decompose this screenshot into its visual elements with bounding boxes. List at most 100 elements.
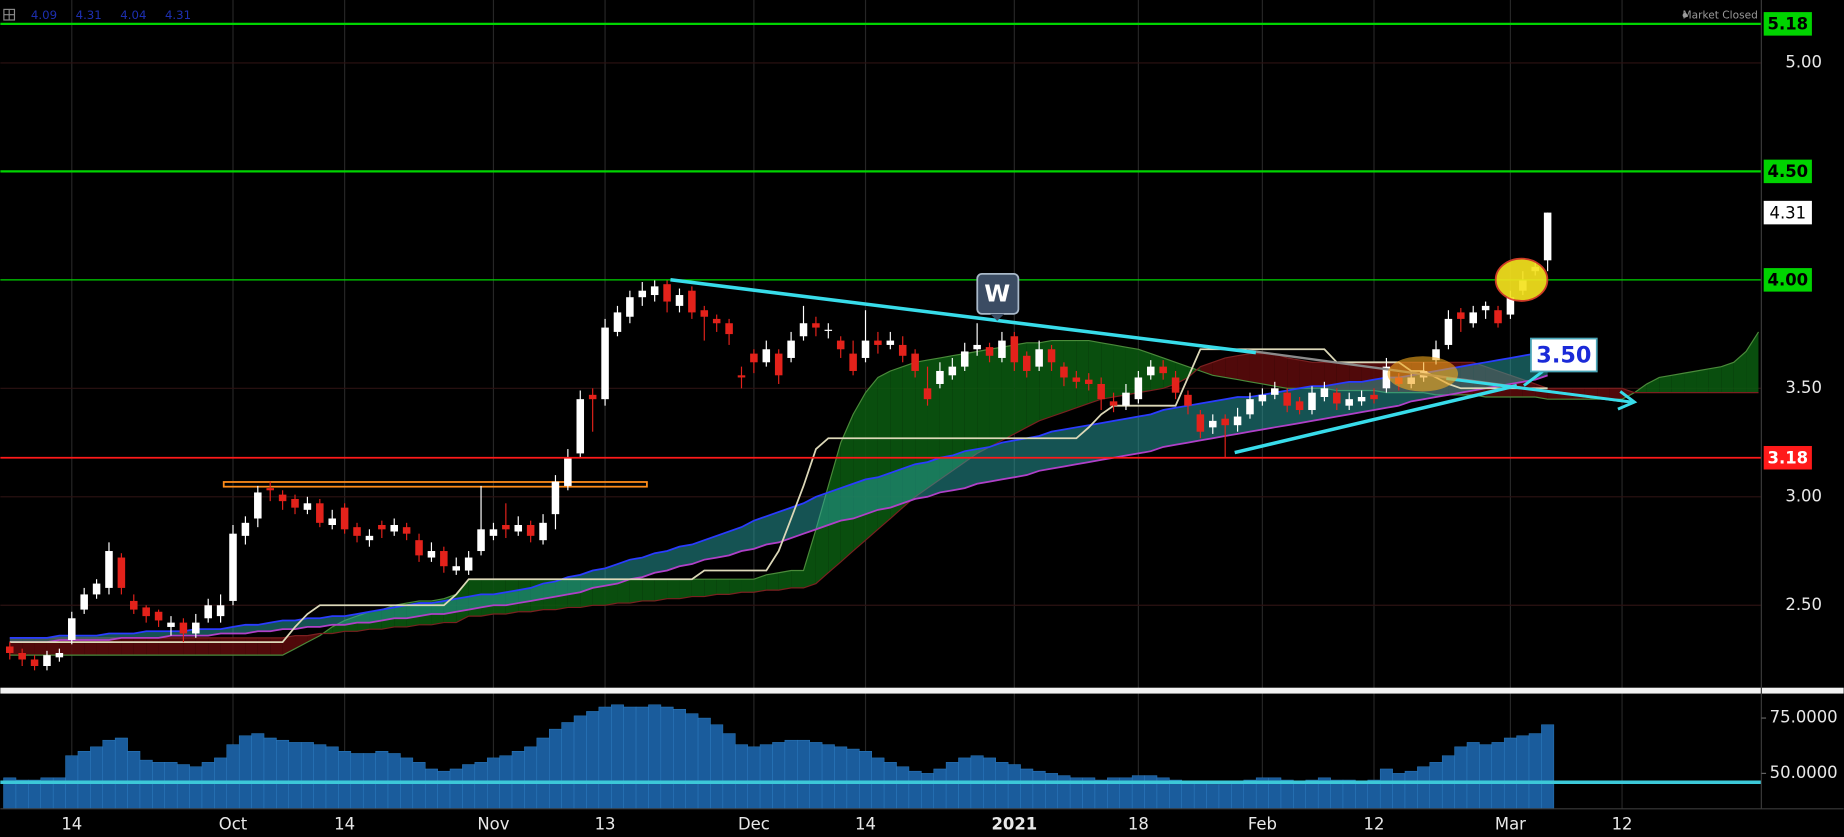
histogram-bar bbox=[375, 751, 389, 810]
candle-body bbox=[378, 524, 386, 530]
candle-body bbox=[1097, 383, 1105, 400]
candle-body bbox=[1060, 366, 1068, 378]
candle-body bbox=[477, 529, 485, 552]
histogram-bar bbox=[1541, 724, 1555, 810]
x-tick-label: 12 bbox=[1364, 815, 1385, 834]
candle-body bbox=[1072, 377, 1081, 382]
candle-body bbox=[675, 295, 684, 306]
cloud-segment bbox=[1721, 362, 1734, 393]
cloud-segment bbox=[629, 579, 643, 604]
candle-body bbox=[750, 353, 758, 363]
candle-body bbox=[1444, 318, 1453, 345]
histogram-bar bbox=[325, 746, 339, 810]
market-status: Market Closed bbox=[1683, 9, 1758, 21]
candle-body bbox=[353, 527, 361, 536]
cloud-segment bbox=[977, 349, 990, 454]
cloud-segment bbox=[1684, 370, 1697, 393]
band-line bbox=[9, 348, 1548, 639]
histogram-bar bbox=[1454, 746, 1468, 810]
histogram-bar bbox=[685, 713, 699, 810]
cloud-segment bbox=[766, 572, 779, 591]
cloud-segment bbox=[1671, 373, 1685, 393]
cloud-segment bbox=[170, 637, 184, 656]
x-tick-label: Feb bbox=[1248, 815, 1277, 834]
header-high: 4.31 bbox=[76, 8, 102, 22]
drawings: W 3.50 bbox=[670, 257, 1638, 455]
histogram-bar bbox=[1231, 781, 1245, 810]
histogram-bar bbox=[635, 706, 649, 810]
candle-body bbox=[1134, 377, 1143, 400]
histogram-bar bbox=[1516, 735, 1530, 810]
cloud-segment bbox=[1708, 366, 1722, 393]
histogram-bar bbox=[784, 739, 798, 810]
candle-body bbox=[712, 318, 721, 324]
x-tick-label: 13 bbox=[595, 815, 616, 834]
candle-body bbox=[1320, 388, 1329, 398]
candle-body bbox=[266, 488, 274, 491]
histogram-bar bbox=[1466, 742, 1480, 810]
candle-body bbox=[985, 347, 994, 356]
header: 4.09 4.31 4.04 4.31 Market Closed bbox=[3, 8, 1758, 22]
y-tick-label: 75.0000 bbox=[1770, 708, 1838, 727]
histogram-bar bbox=[1181, 781, 1195, 810]
candle-body bbox=[762, 349, 771, 363]
histogram-bar bbox=[1342, 779, 1356, 810]
cloud-segment bbox=[121, 637, 134, 656]
x-tick-label: Mar bbox=[1495, 815, 1526, 834]
histogram-bar bbox=[114, 737, 128, 810]
histogram-bar bbox=[859, 751, 872, 810]
cloud-segment bbox=[1597, 388, 1610, 400]
candle-body bbox=[1246, 399, 1254, 415]
cloud-segment bbox=[642, 579, 655, 601]
band-line bbox=[9, 374, 1548, 643]
candle-body bbox=[663, 284, 671, 302]
candle-body bbox=[948, 366, 957, 376]
cloud-segment bbox=[1212, 357, 1226, 378]
histogram-bar bbox=[201, 762, 215, 810]
histogram-bar bbox=[1491, 742, 1505, 810]
price-line-layer bbox=[0, 22, 1762, 459]
histogram-bar bbox=[1020, 768, 1034, 810]
histogram-bar bbox=[1007, 764, 1021, 810]
histogram-bar bbox=[1305, 779, 1319, 810]
histogram-bar bbox=[908, 770, 922, 810]
cloud-segment bbox=[220, 637, 234, 656]
histogram-bar bbox=[462, 764, 476, 810]
cloud-segment bbox=[1076, 340, 1089, 408]
histogram-bar bbox=[846, 748, 860, 810]
cloud-segment bbox=[158, 637, 171, 656]
x-tick-label: 2021 bbox=[991, 815, 1037, 834]
cloud-segment bbox=[803, 529, 816, 588]
cloud-segment bbox=[716, 579, 730, 595]
base-line bbox=[9, 348, 1548, 643]
candle-body bbox=[923, 388, 932, 400]
cloud-segment bbox=[1733, 351, 1747, 393]
candle-body bbox=[340, 507, 349, 530]
y-tick-label: 3.00 bbox=[1785, 486, 1822, 505]
candle-body bbox=[43, 655, 51, 667]
candle-body bbox=[1258, 394, 1267, 402]
candle-body bbox=[1233, 416, 1242, 426]
annotation: 3.50 bbox=[1536, 343, 1591, 369]
histogram-bar bbox=[1045, 773, 1059, 810]
histogram-bar bbox=[536, 737, 550, 810]
histogram-bar bbox=[437, 770, 451, 810]
cloud-segment bbox=[208, 637, 221, 656]
histogram-bar bbox=[1169, 779, 1183, 810]
histogram-bar bbox=[834, 746, 848, 810]
cloud-segment bbox=[133, 637, 147, 656]
histogram-bar bbox=[1193, 781, 1207, 810]
header-low: 4.04 bbox=[120, 8, 146, 22]
candle-body bbox=[502, 524, 510, 530]
histogram-bar bbox=[1479, 744, 1493, 810]
histogram-bar bbox=[896, 766, 910, 810]
annotation-box bbox=[1530, 337, 1598, 373]
candle-body bbox=[142, 607, 150, 617]
histogram-bar bbox=[809, 742, 823, 810]
y-tick-label: 50.0000 bbox=[1770, 763, 1838, 782]
candle-body bbox=[241, 522, 250, 536]
candle-body bbox=[303, 503, 312, 510]
price-tag bbox=[1763, 159, 1812, 184]
cloud-segment bbox=[233, 637, 246, 656]
